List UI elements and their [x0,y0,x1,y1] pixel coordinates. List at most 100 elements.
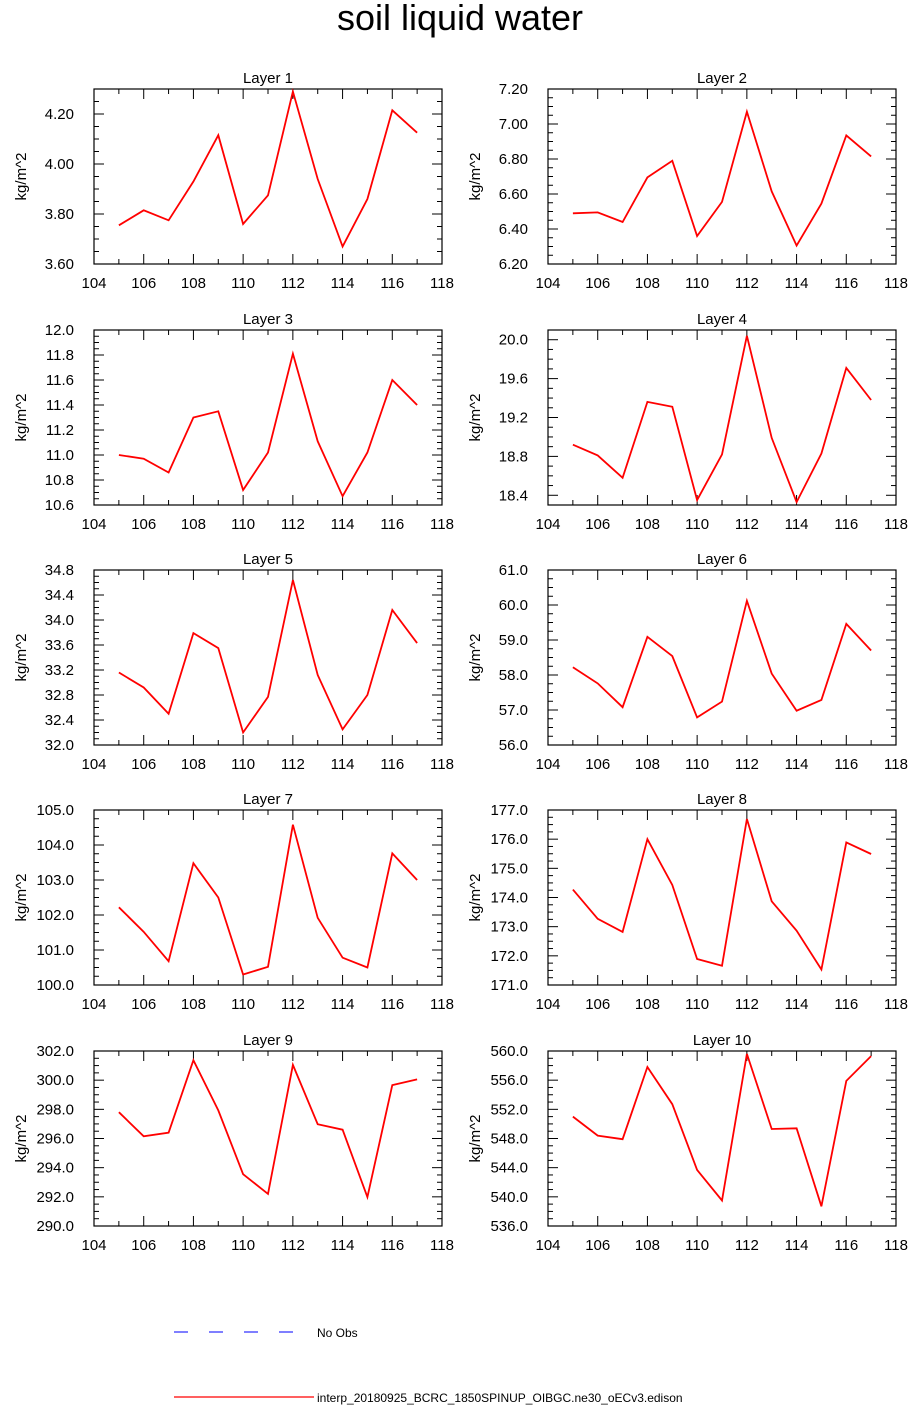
panel-title: Layer 4 [697,311,747,328]
x-tick-label: 112 [735,996,759,1013]
y-tick-label: 102.0 [36,907,74,924]
panel-layer-3: Layer 3 kg/m^2 104 106 108 110 112 114 116 118 10.… [13,311,454,533]
series-line-model [118,1057,418,1201]
y-tick-label: 6.80 [499,151,528,168]
x-tick-label: 106 [585,756,610,773]
y-tick-label: 11.0 [46,447,74,464]
x-tick-label: 108 [635,275,660,292]
y-tick-label: 6.60 [499,186,528,203]
x-tick-label: 118 [430,516,454,533]
plot-frame [93,88,443,265]
x-tick-label: 108 [181,275,206,292]
plot-frame [93,569,443,746]
y-tick-label: 552.0 [490,1101,528,1118]
x-tick-label: 114 [331,756,355,773]
x-tick-label: 116 [380,1237,404,1254]
x-tick-label: 106 [131,1237,156,1254]
x-tick-label: 104 [81,1237,106,1254]
x-tick-label: 112 [281,516,305,533]
x-tick-label: 112 [281,996,305,1013]
y-tick-label: 32.8 [45,687,74,704]
x-tick-label: 116 [834,996,858,1013]
y-axis-label: kg/m^2 [13,634,30,682]
y-tick-label: 10.8 [45,472,74,489]
series-line-model [118,87,418,249]
x-tick-label: 104 [81,756,106,773]
y-axis-label: kg/m^2 [13,874,30,922]
x-tick-label: 108 [635,516,660,533]
y-axis-label: kg/m^2 [467,874,484,922]
legend: No Obs interp_20180925_BCRC_1850SPINUP_O… [174,1326,683,1405]
panel-layer-9: Layer 9 kg/m^2 104 106 108 110 112 114 116 118 290… [13,1032,454,1254]
x-tick-label: 112 [281,1237,305,1254]
panel-layer-8: Layer 8 kg/m^2 104 106 108 110 112 114 116 118 171… [467,791,908,1013]
plot-frame [547,569,897,746]
y-tick-label: 56.0 [499,737,528,754]
x-tick-label: 104 [535,516,560,533]
y-tick-label: 536.0 [490,1218,528,1235]
x-tick-label: 116 [834,1237,858,1254]
x-tick-label: 110 [685,756,709,773]
x-tick-label: 104 [81,996,106,1013]
y-tick-label: 19.2 [499,410,528,427]
x-tick-label: 110 [685,1237,709,1254]
y-tick-label: 32.0 [45,737,74,754]
x-tick-label: 112 [735,756,759,773]
x-tick-label: 110 [231,275,255,292]
y-axis-label: kg/m^2 [13,394,30,442]
y-tick-label: 20.0 [499,332,528,349]
panel-title: Layer 9 [243,1032,293,1049]
y-axis-label: kg/m^2 [467,634,484,682]
panels: Layer 1 kg/m^2 104 106 108 110 112 114 116 118 3.6… [13,70,908,1254]
legend-label-model: interp_20180925_BCRC_1850SPINUP_OIBGC.ne… [317,1391,683,1405]
x-tick-label: 116 [834,275,858,292]
y-tick-label: 33.6 [45,637,74,654]
y-tick-label: 548.0 [490,1131,528,1148]
x-tick-label: 118 [884,516,908,533]
y-tick-label: 6.20 [499,256,528,273]
y-tick-label: 10.6 [45,497,74,514]
x-tick-label: 112 [281,756,305,773]
x-tick-label: 104 [535,275,560,292]
x-tick-label: 104 [535,996,560,1013]
y-tick-label: 300.0 [36,1072,74,1089]
panel-title: Layer 1 [243,70,293,87]
series-line-model [572,818,872,972]
x-tick-label: 114 [785,756,809,773]
x-tick-label: 114 [785,516,809,533]
y-tick-label: 57.0 [499,702,528,719]
x-tick-label: 108 [181,516,206,533]
y-tick-label: 11.4 [46,397,74,414]
y-tick-label: 6.40 [499,221,528,238]
y-axis-label: kg/m^2 [467,394,484,442]
y-tick-label: 18.8 [499,448,528,465]
x-tick-label: 116 [834,756,858,773]
y-tick-label: 104.0 [36,837,74,854]
y-tick-label: 290.0 [36,1218,74,1235]
plot-frame [93,329,443,506]
x-tick-label: 114 [785,1237,809,1254]
x-tick-label: 110 [231,516,255,533]
plot-frame [547,809,897,986]
x-tick-label: 110 [231,756,255,773]
y-tick-label: 540.0 [490,1189,528,1206]
x-tick-label: 106 [585,1237,610,1254]
series-line-model [572,597,872,719]
panel-layer-6: Layer 6 kg/m^2 104 106 108 110 112 114 116 118 56.… [467,551,908,773]
x-tick-label: 108 [635,996,660,1013]
x-tick-label: 110 [231,1237,255,1254]
y-tick-label: 11.6 [46,372,74,389]
y-tick-label: 11.8 [46,347,74,364]
x-tick-label: 110 [685,996,709,1013]
y-tick-label: 34.0 [45,612,74,629]
y-tick-label: 18.4 [499,487,528,504]
x-tick-label: 108 [181,1237,206,1254]
y-tick-label: 19.6 [499,371,528,388]
x-tick-label: 108 [181,756,206,773]
y-tick-label: 33.2 [45,662,74,679]
x-tick-label: 118 [430,996,454,1013]
x-tick-label: 108 [635,756,660,773]
y-tick-label: 100.0 [36,977,74,994]
series-line-model [572,108,872,248]
y-tick-label: 60.0 [499,597,528,614]
